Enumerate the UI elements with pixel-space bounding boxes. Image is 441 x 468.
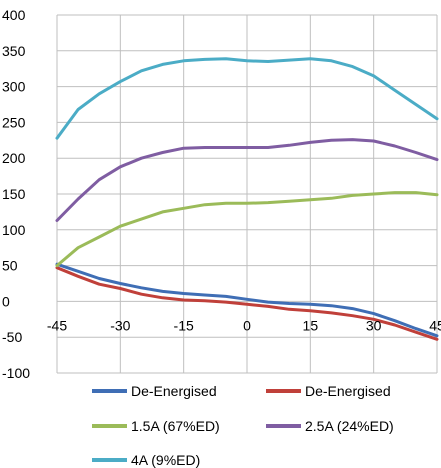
y-tick-label: 100	[2, 222, 26, 238]
x-tick-label: -30	[110, 317, 130, 333]
legend-item-5: 4A (9%ED)	[92, 452, 200, 468]
x-tick-label: 15	[303, 317, 319, 333]
y-tick-label: 150	[2, 186, 26, 202]
legend-item-1: De-Energised	[92, 383, 217, 399]
series-line-3	[55, 191, 439, 268]
x-tick-label: 0	[243, 317, 251, 333]
legend-label: 4A (9%ED)	[131, 452, 200, 468]
x-tick-label: -45	[47, 317, 67, 333]
series-line-2	[55, 266, 439, 341]
legend-item-4: 2.5A (24%ED)	[266, 418, 394, 434]
legend-label: De-Energised	[131, 383, 217, 399]
y-tick-label: -50	[2, 329, 22, 345]
series-line-1	[55, 262, 439, 338]
legend-label: De-Energised	[305, 383, 391, 399]
legend-item-2: De-Energised	[266, 383, 391, 399]
y-tick-label: 0	[2, 293, 10, 309]
series-line-5	[55, 57, 439, 140]
y-axis-tick-labels: -100 -50 0 50 100 150 200 250 300 350 400	[2, 7, 30, 381]
y-tick-label: 350	[2, 43, 26, 59]
y-tick-label: 400	[2, 7, 26, 23]
legend-label: 1.5A (67%ED)	[131, 418, 220, 434]
y-tick-label: -100	[2, 365, 30, 381]
legend-label: 2.5A (24%ED)	[305, 418, 394, 434]
series-line-4	[55, 138, 439, 222]
legend-item-3: 1.5A (67%ED)	[92, 418, 220, 434]
x-tick-label: 45	[429, 317, 441, 333]
y-tick-label: 200	[2, 150, 26, 166]
y-tick-label: 50	[2, 258, 18, 274]
y-tick-label: 250	[2, 114, 26, 130]
x-axis-tick-labels: -45 -30 -15 0 15 30 45	[47, 317, 441, 333]
series-lines	[55, 57, 439, 341]
chart-legend: De-Energised De-Energised 1.5A (67%ED) 2.5A…	[92, 383, 394, 468]
x-tick-label: 30	[366, 317, 382, 333]
x-tick-label: -15	[174, 317, 194, 333]
y-tick-label: 300	[2, 79, 26, 95]
